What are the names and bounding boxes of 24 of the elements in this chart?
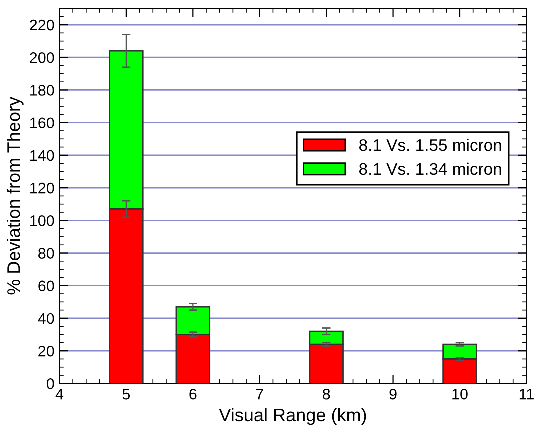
y-tick-label: 60	[38, 280, 54, 292]
y-tick-label: 40	[38, 313, 54, 324]
y-tick-label: 180	[30, 85, 54, 96]
y-tick-label: 200	[30, 52, 54, 64]
x-tick-label: 10	[452, 388, 468, 400]
y-tick-label: 160	[30, 118, 54, 129]
x-tick-label: 6	[190, 388, 197, 400]
y-tick-label: 100	[30, 216, 54, 226]
x-tick-label: 8	[322, 388, 330, 400]
y-tick-label: 140	[30, 150, 54, 162]
legend-label: 8.1 Vs. 1.55 micron	[360, 139, 502, 152]
x-tick-label: 9	[390, 388, 397, 400]
y-axis-title: % Deviation from Theory	[6, 97, 24, 295]
y-tick-label: 120	[30, 182, 54, 194]
y-tick-label: 80	[38, 248, 54, 259]
y-tick-label: 20	[38, 346, 54, 357]
legend-label: 8.1 Vs. 1.34 micron	[360, 162, 502, 176]
x-tick-label: 4	[56, 389, 64, 400]
y-tick-label: 220	[30, 20, 54, 31]
x-tick-label: 11	[520, 389, 534, 400]
x-axis-title: Visual Range (km)	[219, 408, 366, 426]
y-tick-label: 0	[46, 378, 54, 390]
x-tick-label: 5	[122, 389, 130, 400]
x-tick-label: 7	[256, 389, 264, 400]
